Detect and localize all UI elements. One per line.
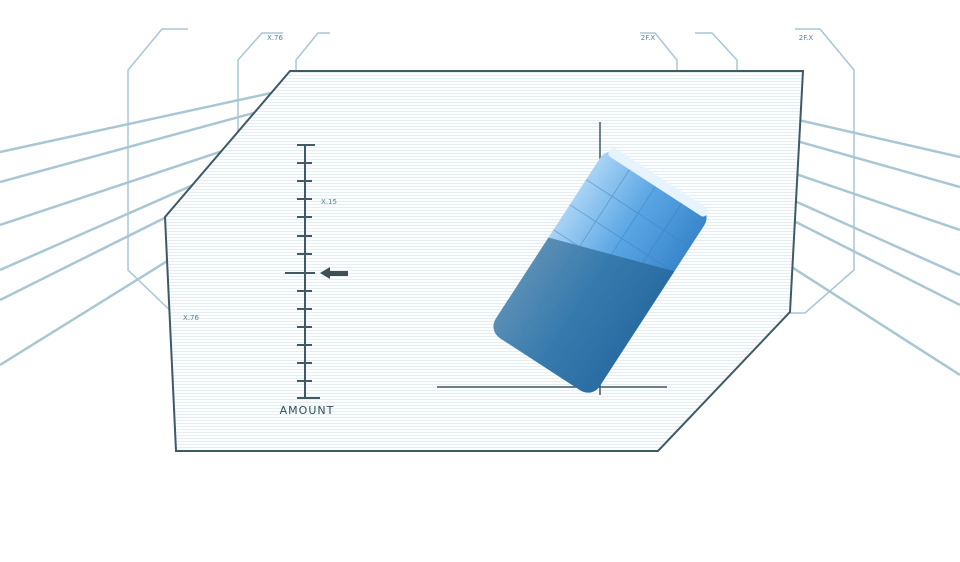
tags: X.76 X.15 X.76 2F.X 2F.X [183, 34, 813, 322]
tag: X.15 [321, 198, 337, 206]
tag: 2F.X [641, 34, 656, 42]
gauge-pointer [320, 267, 348, 279]
gauge [285, 144, 320, 399]
tag: X.76 [183, 314, 199, 322]
gauge-label: AMOUNT [280, 404, 335, 417]
panel [163, 70, 805, 452]
tag: X.76 [267, 34, 283, 42]
tag: 2F.X [799, 34, 814, 42]
